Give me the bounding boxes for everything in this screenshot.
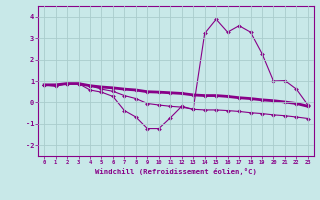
X-axis label: Windchill (Refroidissement éolien,°C): Windchill (Refroidissement éolien,°C) — [95, 168, 257, 175]
